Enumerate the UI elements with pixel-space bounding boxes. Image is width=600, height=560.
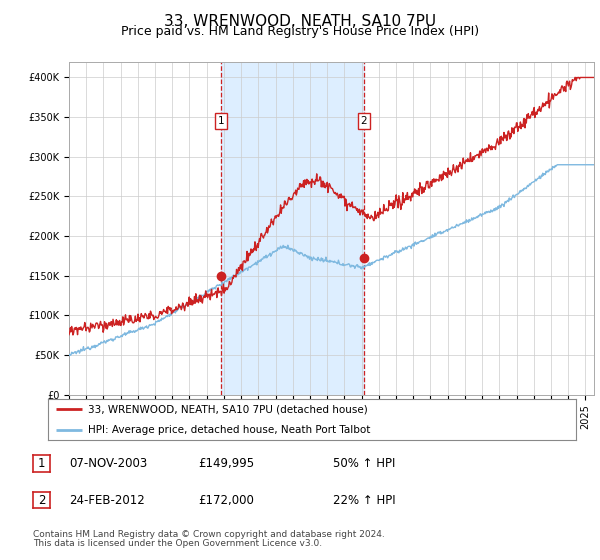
Text: HPI: Average price, detached house, Neath Port Talbot: HPI: Average price, detached house, Neat…: [88, 424, 370, 435]
Text: 50% ↑ HPI: 50% ↑ HPI: [333, 456, 395, 470]
Text: 07-NOV-2003: 07-NOV-2003: [69, 456, 147, 470]
Text: 1: 1: [218, 116, 224, 126]
Text: 22% ↑ HPI: 22% ↑ HPI: [333, 493, 395, 507]
Text: 33, WRENWOOD, NEATH, SA10 7PU: 33, WRENWOOD, NEATH, SA10 7PU: [164, 14, 436, 29]
Text: £172,000: £172,000: [198, 493, 254, 507]
Text: 24-FEB-2012: 24-FEB-2012: [69, 493, 145, 507]
Bar: [221, 62, 364, 395]
Text: 2: 2: [38, 493, 45, 507]
Text: 1: 1: [38, 456, 45, 470]
Text: 33, WRENWOOD, NEATH, SA10 7PU (detached house): 33, WRENWOOD, NEATH, SA10 7PU (detached …: [88, 404, 367, 414]
Text: Price paid vs. HM Land Registry's House Price Index (HPI): Price paid vs. HM Land Registry's House …: [121, 25, 479, 38]
Text: This data is licensed under the Open Government Licence v3.0.: This data is licensed under the Open Gov…: [33, 539, 322, 548]
Text: Contains HM Land Registry data © Crown copyright and database right 2024.: Contains HM Land Registry data © Crown c…: [33, 530, 385, 539]
Text: £149,995: £149,995: [198, 456, 254, 470]
Text: 2: 2: [361, 116, 367, 126]
